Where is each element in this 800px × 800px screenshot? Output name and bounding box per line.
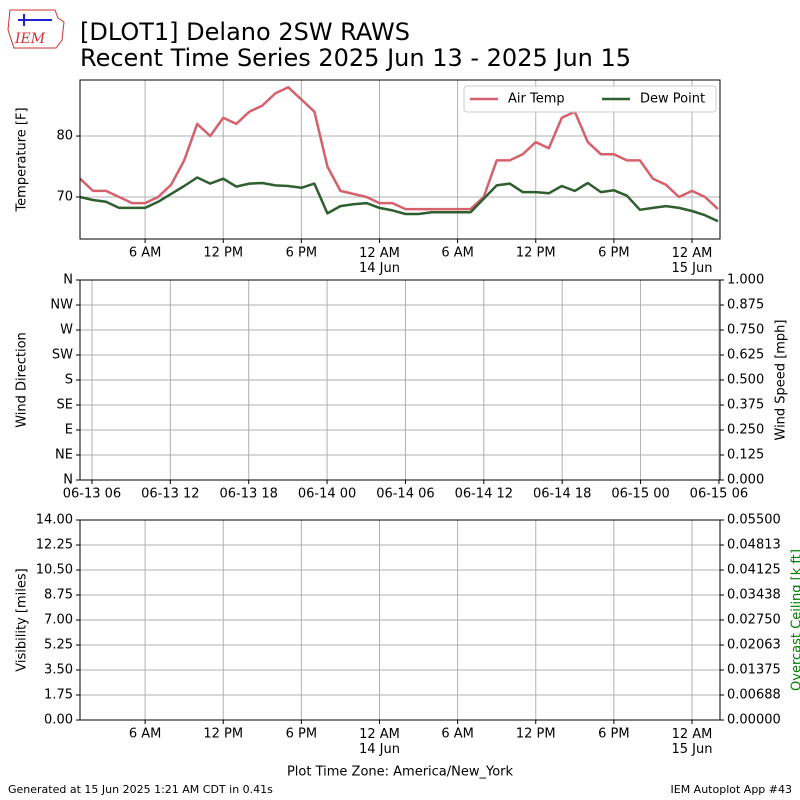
y-tick-label: 10.50 xyxy=(36,563,73,578)
x-tick-label: 06-14 06 xyxy=(376,487,434,502)
x-tick-label: 12 AM 14 Jun xyxy=(359,246,400,276)
y2-tick-label: 0.625 xyxy=(727,348,764,363)
y-tick-label: SW xyxy=(52,348,73,363)
y-tick-label: 5.25 xyxy=(44,638,73,653)
y2-tick-label: 0.00000 xyxy=(727,713,781,728)
y2-tick-label: 0.500 xyxy=(727,373,764,388)
legend-box xyxy=(463,85,717,113)
x-tick-label: 06-15 00 xyxy=(611,487,669,502)
y-tick-label: N xyxy=(63,273,73,288)
y-tick-label: E xyxy=(65,423,73,438)
y-tick-label: N xyxy=(63,473,73,488)
subtitle: Recent Time Series 2025 Jun 13 - 2025 Ju… xyxy=(80,44,631,72)
logo: IEM xyxy=(7,9,65,49)
y-tick-label: 12.25 xyxy=(36,538,73,553)
y-tick-label: S xyxy=(65,373,73,388)
y-axis-label: Visibility [miles] xyxy=(15,568,30,671)
x-tick-label: 12 PM xyxy=(203,246,243,261)
x-tick-label: 06-14 00 xyxy=(298,487,356,502)
x-tick-label: 6 AM xyxy=(441,246,474,261)
y-tick-label: 70 xyxy=(56,189,73,204)
legend: Air Temp Dew Point xyxy=(463,85,717,113)
y2-tick-label: 0.750 xyxy=(727,323,764,338)
y-tick-label: 3.50 xyxy=(44,663,73,678)
x-tick-label: 06-14 18 xyxy=(533,487,591,502)
plot-frame xyxy=(79,279,721,481)
legend-label: Dew Point xyxy=(640,92,705,107)
y2-tick-label: 0.02750 xyxy=(727,613,781,628)
y-tick-label: 1.75 xyxy=(44,688,73,703)
y2-axis-label: Overcast Ceiling [k ft] xyxy=(790,549,800,691)
y-tick-label: NE xyxy=(55,448,73,463)
y-tick-label: SE xyxy=(57,398,73,413)
x-tick-label: 12 AM 15 Jun xyxy=(672,246,713,276)
y2-tick-label: 0.375 xyxy=(727,398,764,413)
y-tick-label: 0.00 xyxy=(44,713,73,728)
x-tick-label: 06-14 12 xyxy=(455,487,513,502)
y-axis-label: Wind Direction xyxy=(15,332,30,428)
data-line xyxy=(79,176,719,223)
x-tick-label: 6 AM xyxy=(129,246,162,261)
x-tick-label: 12 AM 14 Jun xyxy=(359,727,400,757)
y2-tick-label: 0.125 xyxy=(727,448,764,463)
x-axis-label: Plot Time Zone: America/New_York xyxy=(287,765,514,780)
x-tick-label: 6 AM xyxy=(129,727,162,742)
plot-frame xyxy=(79,79,721,240)
x-tick-label: 6 PM xyxy=(598,727,629,742)
y-tick-label: W xyxy=(60,323,73,338)
footer-left: Generated at 15 Jun 2025 1:21 AM CDT in … xyxy=(8,783,273,796)
y2-tick-label: 0.250 xyxy=(727,423,764,438)
y2-tick-label: 0.00688 xyxy=(727,688,781,703)
y-axis-label: Temperature [F] xyxy=(15,107,30,212)
y2-tick-label: 0.02063 xyxy=(727,638,781,653)
legend-label: Air Temp xyxy=(508,92,565,107)
x-tick-label: 12 PM xyxy=(203,727,243,742)
y2-tick-label: 1.000 xyxy=(727,273,764,288)
y-tick-label: 8.75 xyxy=(44,588,73,603)
x-tick-label: 06-13 18 xyxy=(219,487,277,502)
x-tick-label: 12 AM 15 Jun xyxy=(672,727,713,757)
y2-tick-label: 0.03438 xyxy=(727,588,781,603)
footer-right: IEM Autoplot App #43 xyxy=(671,783,793,796)
y2-tick-label: 0.875 xyxy=(727,298,764,313)
x-tick-label: 06-13 12 xyxy=(141,487,199,502)
x-tick-label: 6 PM xyxy=(286,727,317,742)
logo-text: IEM xyxy=(14,31,46,47)
panel: 6 AM 12 PM 6 PM 12 AM 14 Jun 6 AM 12 PM 6 PM 12 … xyxy=(15,79,721,276)
y-tick-label: 7.00 xyxy=(44,613,73,628)
y2-axis-label: Wind Speed [mph] xyxy=(774,320,789,441)
y-tick-label: 80 xyxy=(56,129,73,144)
title: [DLOT1] Delano 2SW RAWS xyxy=(80,18,410,46)
data-line xyxy=(79,86,719,211)
plot-frame xyxy=(79,519,721,721)
y2-tick-label: 0.01375 xyxy=(727,663,781,678)
x-tick-label: 12 PM xyxy=(516,727,556,742)
y2-tick-label: 0.04125 xyxy=(727,563,781,578)
x-tick-label: 6 AM xyxy=(441,727,474,742)
panel: 6 AM 12 PM 6 PM 12 AM 14 Jun 6 AM 12 PM 6 PM 12 … xyxy=(15,513,800,780)
y2-tick-label: 0.04813 xyxy=(727,538,781,553)
x-tick-label: 12 PM xyxy=(516,246,556,261)
panel: 06-13 06 06-13 12 06-13 18 06-14 00 06-14 06… xyxy=(15,273,789,502)
x-tick-label: 6 PM xyxy=(286,246,317,261)
y2-tick-label: 0.000 xyxy=(727,473,764,488)
x-tick-label: 6 PM xyxy=(598,246,629,261)
x-tick-label: 06-15 06 xyxy=(690,487,748,502)
y-tick-label: NW xyxy=(50,298,73,313)
y2-tick-label: 0.05500 xyxy=(727,513,781,528)
y-tick-label: 14.00 xyxy=(36,513,73,528)
x-tick-label: 06-13 06 xyxy=(63,487,121,502)
